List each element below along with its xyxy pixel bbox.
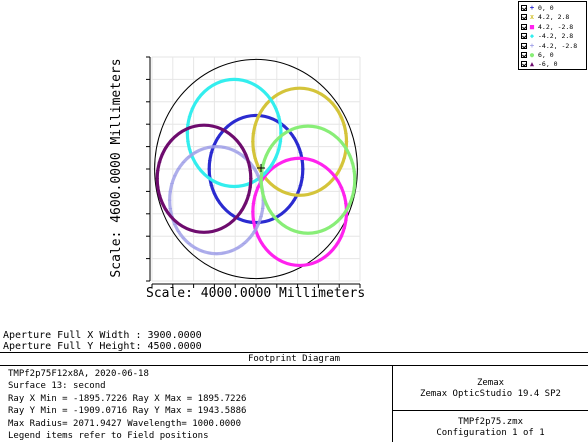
aperture-y-height: Aperture Full Y Height: 4500.0000: [3, 341, 202, 352]
file-block: TMPf2p75.zmx Configuration 1 of 1: [393, 411, 588, 442]
legend-item[interactable]: ▲ -6, 0: [521, 60, 558, 68]
legend-item[interactable]: ● 6, 0: [521, 51, 554, 59]
footprint-series-1: [251, 88, 348, 195]
legend-item[interactable]: ◆ -4.2, 2.8: [521, 32, 573, 40]
legend-label: 4.2, -2.8: [538, 23, 573, 31]
legend-label: -6, 0: [538, 60, 558, 68]
configuration-label: Configuration 1 of 1: [393, 428, 588, 439]
legend-label: 0, 0: [538, 4, 554, 12]
legend: +0, 0 x 4.2, 2.8 ■ 4.2, -2.8 ◆ -4.2, 2.8 + -4.2,…: [518, 1, 587, 70]
legend-item[interactable]: + -4.2, -2.8: [521, 42, 577, 50]
info-details: TMPf2p75F12x8A, 2020-06-18 Surface 13: s…: [8, 368, 246, 442]
info-panel: Footprint Diagram TMPf2p75F12x8A, 2020-0…: [0, 352, 588, 441]
aperture-x-width: Aperture Full X Width : 3900.0000: [3, 330, 202, 341]
legend-label: -4.2, 2.8: [538, 32, 573, 40]
info-line-legend-note: Legend items refer to Field positions: [8, 430, 246, 442]
legend-checkbox[interactable]: [521, 43, 527, 49]
legend-checkbox[interactable]: [521, 24, 527, 30]
info-line-ray-y: Ray Y Min = -1909.0716 Ray Y Max = 1943.…: [8, 405, 246, 417]
legend-label: 4.2, 2.8: [538, 13, 569, 21]
legend-item[interactable]: +0, 0: [521, 4, 554, 12]
legend-checkbox[interactable]: [521, 52, 527, 58]
legend-marker-icon: +: [529, 42, 535, 50]
info-line-surface: Surface 13: second: [8, 380, 246, 392]
legend-marker-icon: ◆: [529, 32, 535, 40]
info-line-radius: Max Radius= 2071.9427 Wavelength= 1000.0…: [8, 418, 246, 430]
software-block: Zemax Zemax OpticStudio 19.4 SP2: [393, 366, 588, 411]
legend-item[interactable]: x 4.2, 2.8: [521, 13, 569, 21]
y-axis-label: Scale: 4600.0000 Millimeters: [109, 58, 125, 278]
legend-marker-icon: ▲: [529, 60, 535, 68]
info-line-file-date: TMPf2p75F12x8A, 2020-06-18: [8, 368, 246, 380]
footprint-series-3: [186, 79, 283, 186]
legend-marker-icon: ●: [529, 51, 535, 59]
legend-marker-icon: x: [529, 13, 535, 21]
info-title: Footprint Diagram: [0, 353, 588, 366]
company-name: Zemax: [393, 378, 588, 389]
legend-item[interactable]: ■ 4.2, -2.8: [521, 23, 573, 31]
x-axis-label: Scale: 4000.0000 Millimeters: [146, 286, 365, 301]
legend-checkbox[interactable]: [521, 14, 527, 20]
legend-checkbox[interactable]: [521, 61, 527, 67]
legend-label: -4.2, -2.8: [538, 42, 577, 50]
legend-checkbox[interactable]: [521, 5, 527, 11]
footprint-plot: [0, 0, 588, 330]
legend-marker-icon: ■: [529, 23, 535, 31]
info-right-panel: Zemax Zemax OpticStudio 19.4 SP2 TMPf2p7…: [392, 366, 588, 442]
legend-checkbox[interactable]: [521, 33, 527, 39]
footprint-series-5: [259, 126, 356, 233]
info-line-ray-x: Ray X Min = -1895.7226 Ray X Max = 1895.…: [8, 393, 246, 405]
legend-marker-icon: +: [529, 4, 535, 12]
legend-label: 6, 0: [538, 51, 554, 59]
product-name: Zemax OpticStudio 19.4 SP2: [393, 389, 588, 400]
file-name: TMPf2p75.zmx: [393, 417, 588, 428]
footprint-series-6: [155, 125, 252, 232]
